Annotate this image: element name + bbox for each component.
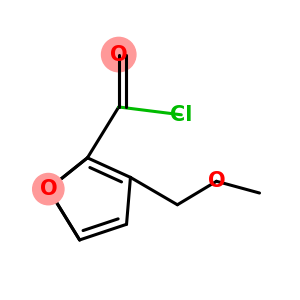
Circle shape: [101, 38, 136, 72]
Text: O: O: [110, 45, 128, 64]
Text: O: O: [40, 179, 57, 199]
Text: Cl: Cl: [170, 105, 193, 125]
Circle shape: [33, 173, 64, 205]
Text: O: O: [208, 171, 225, 191]
